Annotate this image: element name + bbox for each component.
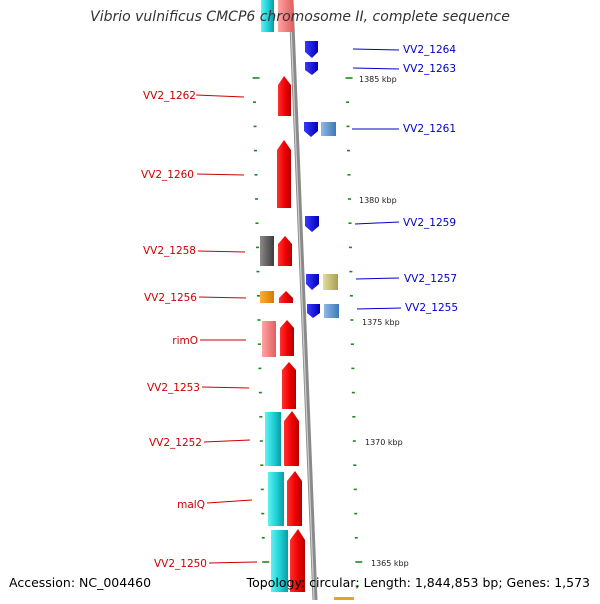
gene-label[interactable]: VV2_1264 [403, 44, 456, 56]
gene-arrow[interactable] [278, 76, 291, 116]
gene-label[interactable]: VV2_1252 [149, 437, 202, 449]
gene-label[interactable]: rimO [172, 335, 198, 347]
leader-line [208, 561, 258, 564]
gene-arrow[interactable] [307, 304, 320, 318]
gene-block[interactable] [334, 597, 354, 600]
gene-arrow[interactable] [305, 216, 319, 232]
gene-label[interactable]: VV2_1263 [403, 63, 456, 75]
gene-label[interactable]: VV2_1259 [403, 217, 456, 229]
leader-line [201, 386, 250, 389]
gene-block[interactable] [323, 274, 338, 290]
gene-block[interactable] [321, 122, 336, 136]
leader-line [195, 94, 245, 98]
gene-block[interactable] [265, 412, 281, 466]
gene-arrow[interactable] [287, 471, 302, 526]
gene-block[interactable] [260, 236, 274, 266]
gene-block[interactable] [324, 304, 339, 318]
gene-label[interactable]: VV2_1257 [404, 273, 457, 285]
gene-block[interactable] [268, 472, 284, 526]
gene-label[interactable]: VV2_1250 [154, 558, 207, 570]
gene-arrow[interactable] [305, 62, 318, 75]
gene-arrow[interactable] [282, 362, 296, 409]
gene-block[interactable] [261, 0, 274, 32]
leader-line [198, 296, 247, 299]
accession-label: Accession: NC_004460 [9, 575, 152, 590]
scale-ticks [252, 77, 363, 588]
gene-label[interactable]: VV2_1261 [403, 123, 456, 135]
scale-labels: 1385 kbp 1380 kbp 1375 kbp 1370 kbp 1365… [359, 75, 409, 568]
gene-arrow[interactable] [279, 291, 293, 303]
gene-block[interactable] [260, 291, 274, 303]
leader-line [197, 250, 246, 253]
gene-label[interactable]: VV2_1253 [147, 382, 200, 394]
leader-line [355, 277, 400, 280]
gene-label[interactable]: VV2_1258 [143, 245, 196, 257]
leader-line [352, 48, 400, 51]
leader-line [354, 221, 400, 225]
gene-arrow[interactable] [278, 236, 292, 266]
gene-arrow[interactable] [304, 122, 318, 137]
gene-arrow[interactable] [305, 41, 318, 58]
right-gene-labels: VV2_1264 VV2_1263 VV2_1261 VV2_1259 VV2_… [403, 44, 458, 314]
left-gene-labels: VV2_1262 VV2_1260 VV2_1258 VV2_1256 rimO… [141, 90, 207, 570]
gene-arrow[interactable] [306, 274, 319, 290]
gene-label[interactable]: VV2_1255 [405, 302, 458, 314]
scale-label: 1365 kbp [371, 559, 409, 568]
gene-label[interactable]: VV2_1262 [143, 90, 196, 102]
scale-label: 1375 kbp [362, 318, 400, 327]
chromosome-backbone-highlight [289, 0, 315, 601]
scale-label: 1380 kbp [359, 196, 397, 205]
gene-arrow[interactable] [284, 411, 299, 466]
map-title: Vibrio vulnificus CMCP6 chromosome II, c… [90, 9, 510, 25]
right-leader-lines [352, 48, 402, 310]
gene-label[interactable]: VV2_1260 [141, 169, 194, 181]
leader-line [352, 67, 400, 70]
leader-line [206, 499, 253, 504]
left-leader-lines [195, 94, 258, 564]
leader-line [356, 307, 402, 310]
scale-label: 1385 kbp [359, 75, 397, 84]
gene-arrow[interactable] [280, 320, 294, 356]
gene-block[interactable] [262, 321, 276, 357]
gene-label[interactable]: VV2_1256 [144, 292, 197, 304]
scale-label: 1370 kbp [365, 438, 403, 447]
gene-block[interactable] [278, 0, 293, 32]
gene-arrow[interactable] [290, 529, 305, 592]
leader-line [196, 173, 245, 176]
gene-block[interactable] [271, 530, 288, 592]
leader-line [203, 439, 251, 443]
gene-label[interactable]: malQ [177, 499, 205, 511]
gene-arrow[interactable] [277, 140, 291, 208]
sequence-summary: Topology: circular; Length: 1,844,853 bp… [246, 575, 590, 590]
